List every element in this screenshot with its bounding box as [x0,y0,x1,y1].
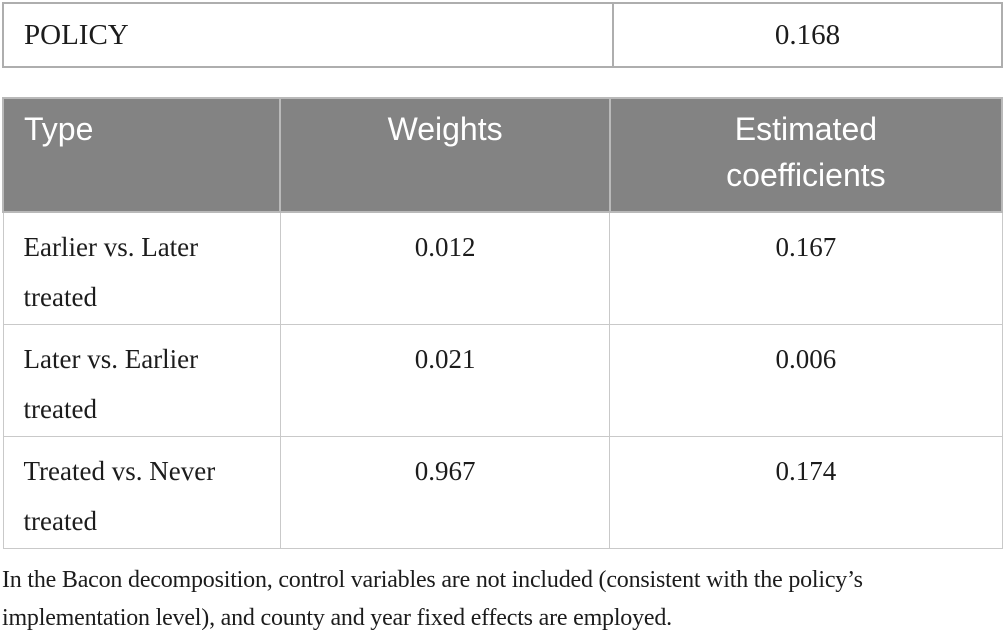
row-type-label: Treated vs. Never treated [2,436,281,549]
column-header-type: Type [1,97,282,213]
policy-result-table: POLICY 0.168 [2,2,1004,68]
table-row-treated-vs-never: Treated vs. Never treated 0.967 0.174 [2,436,1003,549]
row-coefficient-value: 0.006 [609,324,1003,437]
row-coefficient-value: 0.174 [609,436,1003,549]
bacon-decomposition-table: Type Weights Estimated coefficients Earl… [1,97,1004,549]
table-row-later-vs-earlier: Later vs. Earlier treated 0.021 0.006 [2,324,1003,437]
policy-variable-label: POLICY [2,2,614,68]
row-type-label: Earlier vs. Later treated [2,211,281,325]
header-row: Type Weights Estimated coefficients [1,97,1004,213]
policy-coefficient-value: 0.168 [611,2,1004,68]
row-weights-value: 0.021 [279,324,611,437]
column-header-weights: Weights [279,97,611,213]
column-header-estimated-coefficients: Estimated coefficients [608,97,1004,213]
table-row-earlier-vs-later: Earlier vs. Later treated 0.012 0.167 [2,211,1003,325]
policy-row: POLICY 0.168 [2,2,1004,68]
table-footnote: In the Bacon decomposition, control vari… [2,567,863,630]
row-weights-value: 0.012 [279,211,611,325]
row-weights-value: 0.967 [279,436,611,549]
row-type-label: Later vs. Earlier treated [2,324,281,437]
row-coefficient-value: 0.167 [609,211,1003,325]
